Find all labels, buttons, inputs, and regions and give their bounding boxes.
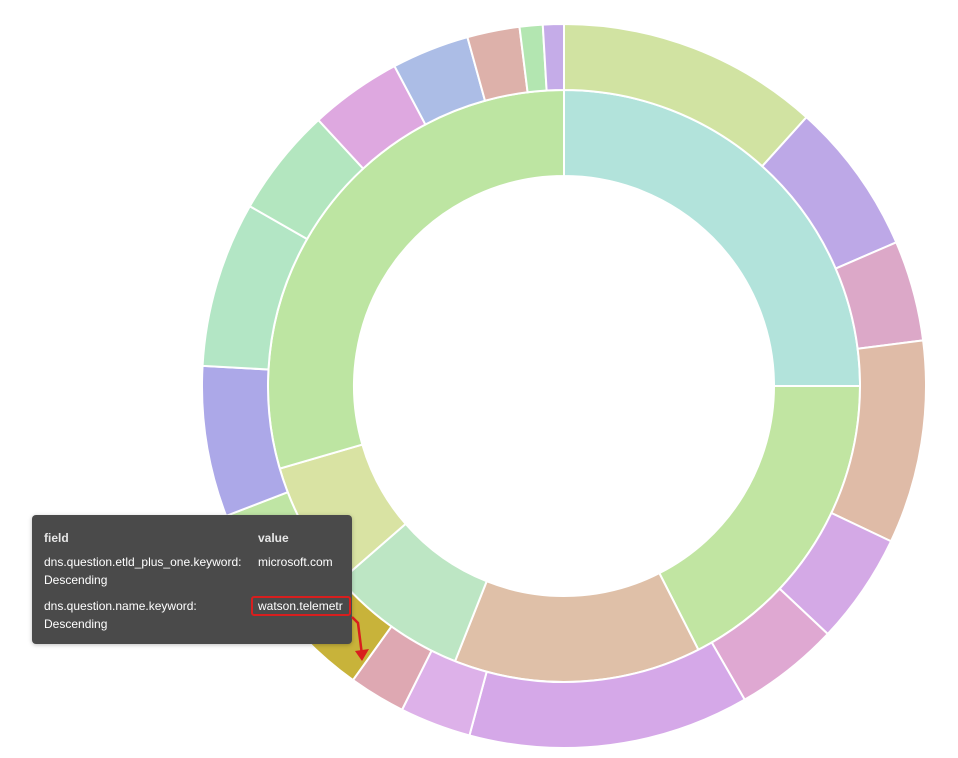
tooltip-value-2: watson.telemetr bbox=[258, 599, 343, 613]
tooltip-header-value: value bbox=[258, 531, 289, 545]
tooltip-header-field: field bbox=[44, 531, 69, 545]
highlight-arrow-icon bbox=[351, 616, 369, 661]
highlight-box bbox=[251, 596, 351, 616]
outer-slice-20[interactable] bbox=[541, 22, 565, 92]
tooltip-field-2: dns.question.name.keyword: Descending bbox=[44, 599, 197, 631]
tooltip-value-1: microsoft.com bbox=[258, 555, 333, 569]
tooltip-field-1: dns.question.etld_plus_one.keyword: Desc… bbox=[44, 555, 242, 587]
chart-tooltip: field value dns.question.etld_plus_one.k… bbox=[32, 515, 369, 661]
